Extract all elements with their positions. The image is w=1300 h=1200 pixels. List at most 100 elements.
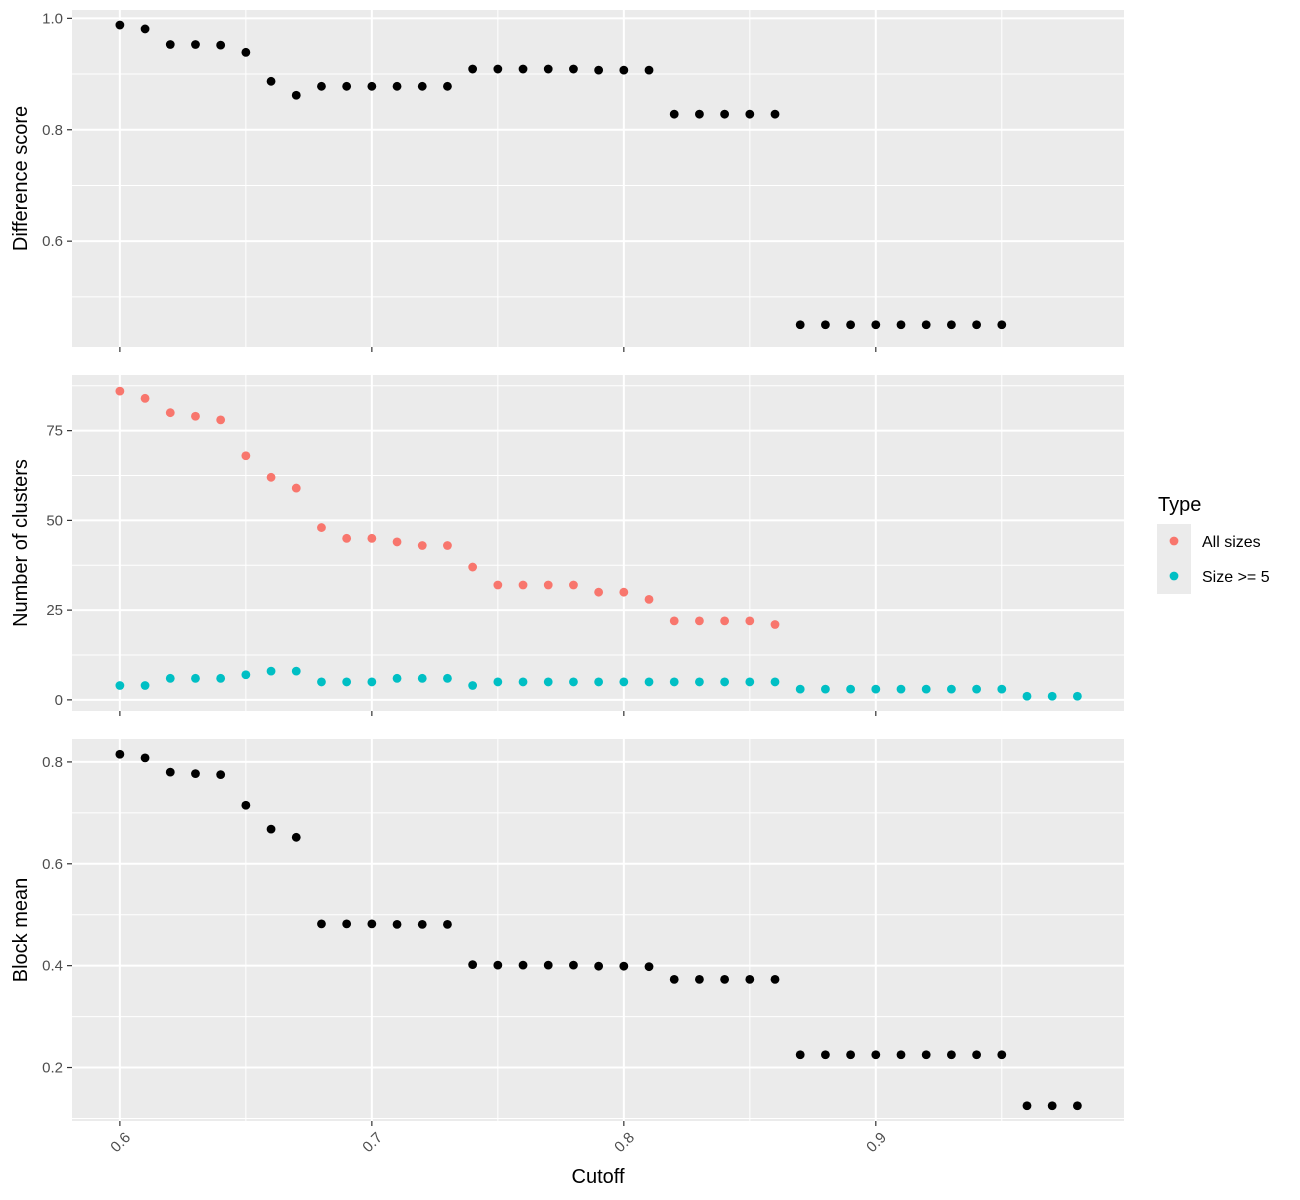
data-point	[921, 684, 931, 694]
data-point	[770, 109, 780, 119]
legend: Type All sizes Size >= 5	[1157, 494, 1270, 594]
data-point	[241, 800, 251, 810]
data-point	[695, 616, 704, 626]
x-tick-label: 0.6	[107, 1129, 134, 1156]
data-point	[871, 684, 881, 694]
y-tick-label: 0.8	[42, 754, 63, 771]
y-tick-label: 0.2	[42, 1060, 63, 1077]
data-point	[594, 587, 604, 597]
data-point	[846, 684, 856, 694]
data-point	[695, 677, 704, 687]
data-point	[543, 580, 553, 590]
data-point	[997, 1050, 1007, 1060]
data-point	[266, 824, 276, 834]
data-point	[115, 386, 125, 396]
data-point	[115, 681, 125, 690]
data-point	[644, 594, 654, 604]
data-point	[1022, 691, 1032, 701]
data-point	[569, 580, 578, 590]
data-point	[997, 684, 1007, 694]
data-point	[594, 677, 604, 687]
legend-label-all-sizes: All sizes	[1202, 534, 1261, 551]
data-point	[191, 40, 200, 49]
data-point	[191, 411, 200, 421]
data-point	[443, 673, 452, 683]
data-point	[871, 320, 881, 330]
data-point	[443, 919, 452, 929]
data-point	[140, 681, 150, 690]
y-tick-label: 0.6	[42, 856, 63, 873]
series-clusters-0	[115, 386, 780, 629]
data-point	[165, 408, 175, 418]
data-point	[317, 81, 326, 91]
data-point	[518, 64, 528, 74]
legend-key-size-5	[1169, 571, 1179, 581]
panel-difference: 0.6 0.8 1.0 Difference score	[10, 10, 1124, 352]
data-point	[241, 670, 251, 680]
series-block-0	[115, 749, 1082, 1111]
data-point	[115, 749, 125, 759]
data-point	[669, 975, 679, 984]
data-point	[342, 677, 352, 687]
data-point	[140, 393, 150, 403]
data-point	[745, 616, 755, 626]
data-point	[392, 919, 402, 929]
data-point	[720, 616, 730, 626]
y-tick-label: 25	[46, 602, 63, 619]
data-point	[543, 960, 553, 970]
data-point	[669, 616, 679, 626]
x-axis-title: Cutoff	[572, 1166, 625, 1188]
data-point	[266, 76, 276, 86]
data-point	[821, 320, 830, 330]
data-point	[770, 975, 780, 984]
data-point	[493, 580, 503, 590]
data-point	[795, 684, 805, 694]
data-point	[695, 975, 704, 984]
data-point	[821, 1050, 830, 1060]
data-point	[266, 666, 276, 676]
data-point	[896, 320, 906, 330]
data-point	[644, 65, 654, 75]
y-tick-label: 0.6	[42, 233, 63, 250]
y-tick-label: 75	[46, 423, 63, 440]
data-point	[720, 677, 730, 687]
data-point	[392, 81, 402, 91]
y-tick-label: 0	[55, 692, 63, 709]
data-point	[972, 320, 981, 330]
data-point	[317, 523, 326, 532]
y-tick-label: 0.8	[42, 122, 63, 139]
data-point	[443, 541, 452, 550]
data-point	[770, 677, 780, 687]
data-point	[795, 1050, 805, 1060]
data-point	[367, 677, 377, 687]
data-point	[216, 673, 226, 683]
y-axis-title: Block mean	[10, 878, 32, 983]
data-point	[493, 64, 503, 74]
data-point	[669, 109, 679, 119]
data-point	[846, 1050, 856, 1060]
data-point	[745, 109, 755, 119]
data-point	[871, 1050, 881, 1060]
data-point	[569, 677, 578, 687]
data-point	[644, 677, 654, 687]
data-point	[165, 767, 175, 777]
data-point	[594, 65, 604, 75]
series-difference-0	[115, 20, 1007, 330]
data-point	[342, 533, 352, 543]
data-point	[317, 677, 326, 687]
data-point	[921, 320, 931, 330]
data-point	[1047, 1101, 1057, 1111]
data-point	[619, 65, 629, 75]
data-point	[619, 961, 629, 971]
data-point	[216, 40, 226, 50]
y-axis-title: Number of clusters	[10, 459, 32, 627]
data-point	[972, 1050, 981, 1060]
data-point	[191, 769, 200, 779]
data-point	[543, 64, 553, 74]
data-point	[770, 620, 780, 629]
x-tick-label: 0.7	[359, 1129, 386, 1156]
data-point	[367, 533, 377, 543]
data-point	[997, 320, 1007, 330]
data-point	[1047, 691, 1057, 701]
